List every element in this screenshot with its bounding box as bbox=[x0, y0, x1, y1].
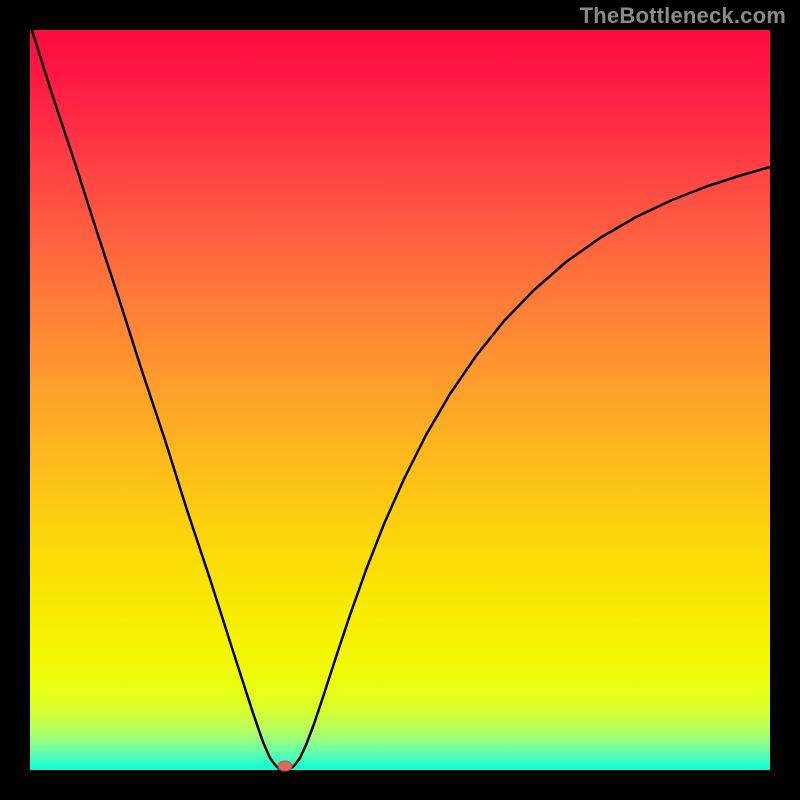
bottleneck-curve bbox=[30, 24, 770, 770]
curve-layer bbox=[0, 0, 800, 800]
chart-container: TheBottleneck.com bbox=[0, 0, 800, 800]
watermark-text: TheBottleneck.com bbox=[580, 3, 786, 29]
curve-minimum-marker bbox=[278, 761, 292, 771]
